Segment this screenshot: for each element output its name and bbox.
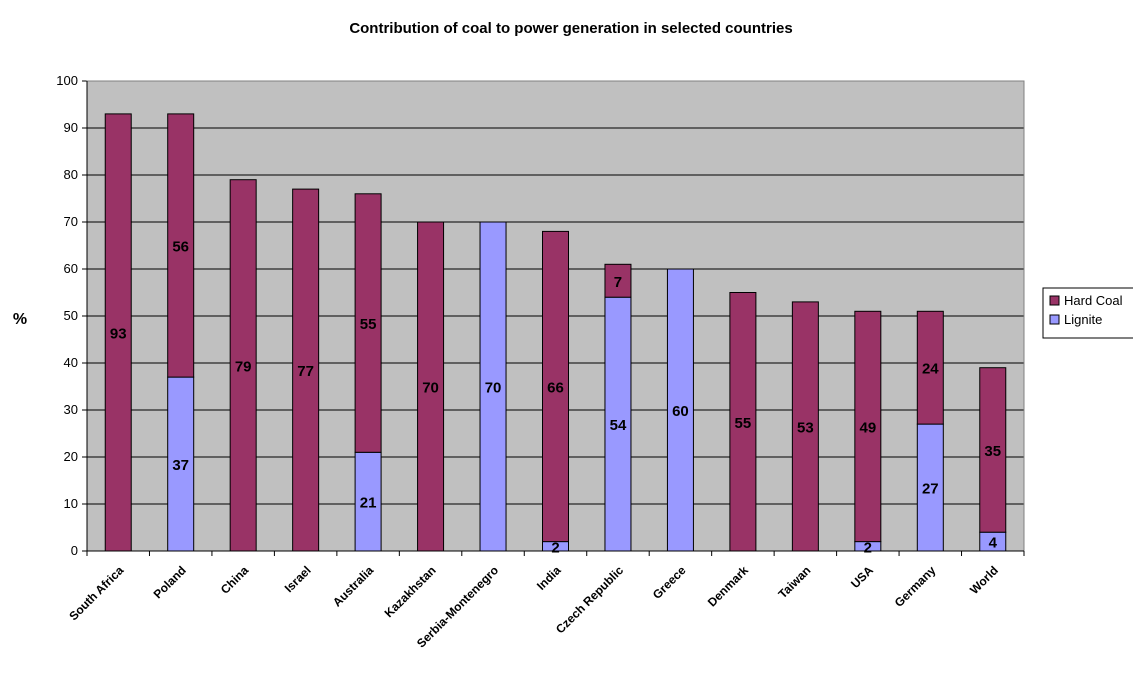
x-tick-label: Greece: [650, 563, 689, 602]
legend-label: Lignite: [1064, 312, 1102, 327]
data-label: 93: [110, 325, 127, 342]
data-label: 77: [297, 363, 314, 380]
y-axis-label: %: [13, 311, 27, 328]
bar-hard-coal: [542, 230, 569, 543]
data-label: 55: [360, 316, 377, 333]
x-tick-label: China: [218, 563, 252, 597]
data-label: 56: [172, 239, 189, 256]
data-label: 60: [672, 403, 689, 420]
bar-lignite: [916, 423, 944, 552]
data-label: 2: [551, 539, 559, 556]
bar-hard-coal: [729, 292, 757, 552]
data-label: 4: [989, 535, 998, 552]
legend: Hard Coal Lignite: [1042, 287, 1133, 339]
x-tick-label: USA: [848, 563, 876, 591]
x-tick-label: Germany: [892, 563, 939, 610]
x-tick-label: Taiwan: [775, 563, 813, 601]
data-label: 35: [984, 443, 1001, 460]
y-tick-label: 70: [64, 214, 78, 229]
data-label: 2: [864, 539, 872, 556]
y-tick-label: 60: [64, 261, 78, 276]
data-label: 54: [610, 417, 627, 434]
y-tick-label: 40: [64, 355, 78, 370]
bar-hard-coal: [791, 301, 819, 552]
data-label: 7: [614, 274, 622, 291]
bar-hard-coal: [916, 310, 944, 425]
x-tick-label: Israel: [282, 563, 314, 595]
bar-hard-coal: [354, 193, 382, 453]
data-label: 27: [922, 481, 939, 498]
data-label: 79: [235, 358, 252, 375]
bar-hard-coal: [854, 310, 882, 543]
bar-hard-coal: [979, 367, 1007, 533]
y-tick-label: 0: [71, 543, 78, 558]
data-label: 37: [172, 457, 189, 474]
bar-hard-coal: [604, 263, 632, 298]
y-tick-label: 30: [64, 402, 78, 417]
y-tick-label: 50: [64, 308, 78, 323]
y-tick-label: 10: [64, 496, 78, 511]
y-tick-label: 90: [64, 120, 78, 135]
bar-hard-coal: [104, 113, 132, 552]
x-tick-label: Australia: [330, 563, 376, 609]
bar-hard-coal: [167, 113, 195, 378]
data-label: 49: [859, 419, 876, 436]
data-label: 70: [485, 380, 502, 397]
bar-lignite: [167, 376, 195, 552]
plot-area: 0 10 20 30 40 50 60 70 80 90 100 93 South Africa 37 56…: [56, 73, 1025, 650]
legend-swatch: [1049, 295, 1060, 306]
x-tick-label: World: [967, 563, 1001, 597]
x-tick-label: Czech Republic: [553, 563, 626, 636]
data-label: 70: [422, 380, 439, 397]
bar-lignite: [666, 268, 694, 552]
data-label: 55: [735, 415, 752, 432]
x-tick-label: India: [534, 563, 564, 593]
data-label: 24: [922, 361, 939, 378]
y-tick-label: 20: [64, 449, 78, 464]
x-tick-label: South Africa: [66, 563, 126, 623]
x-tick-label: Denmark: [705, 563, 751, 609]
legend-label: Hard Coal: [1064, 293, 1123, 308]
x-tick-label: Kazakhstan: [382, 563, 439, 620]
data-label: 53: [797, 419, 814, 436]
x-tick-label: Poland: [151, 563, 189, 601]
legend-swatch: [1049, 314, 1060, 325]
data-label: 21: [360, 495, 377, 512]
y-tick-label: 80: [64, 167, 78, 182]
y-tick-label: 100: [56, 73, 78, 88]
bar-lignite: [354, 451, 382, 552]
bar-lignite: [604, 296, 632, 552]
bar-hard-coal: [292, 188, 320, 552]
chart-title: Contribution of coal to power generation…: [349, 20, 792, 37]
data-label: 66: [547, 380, 564, 397]
